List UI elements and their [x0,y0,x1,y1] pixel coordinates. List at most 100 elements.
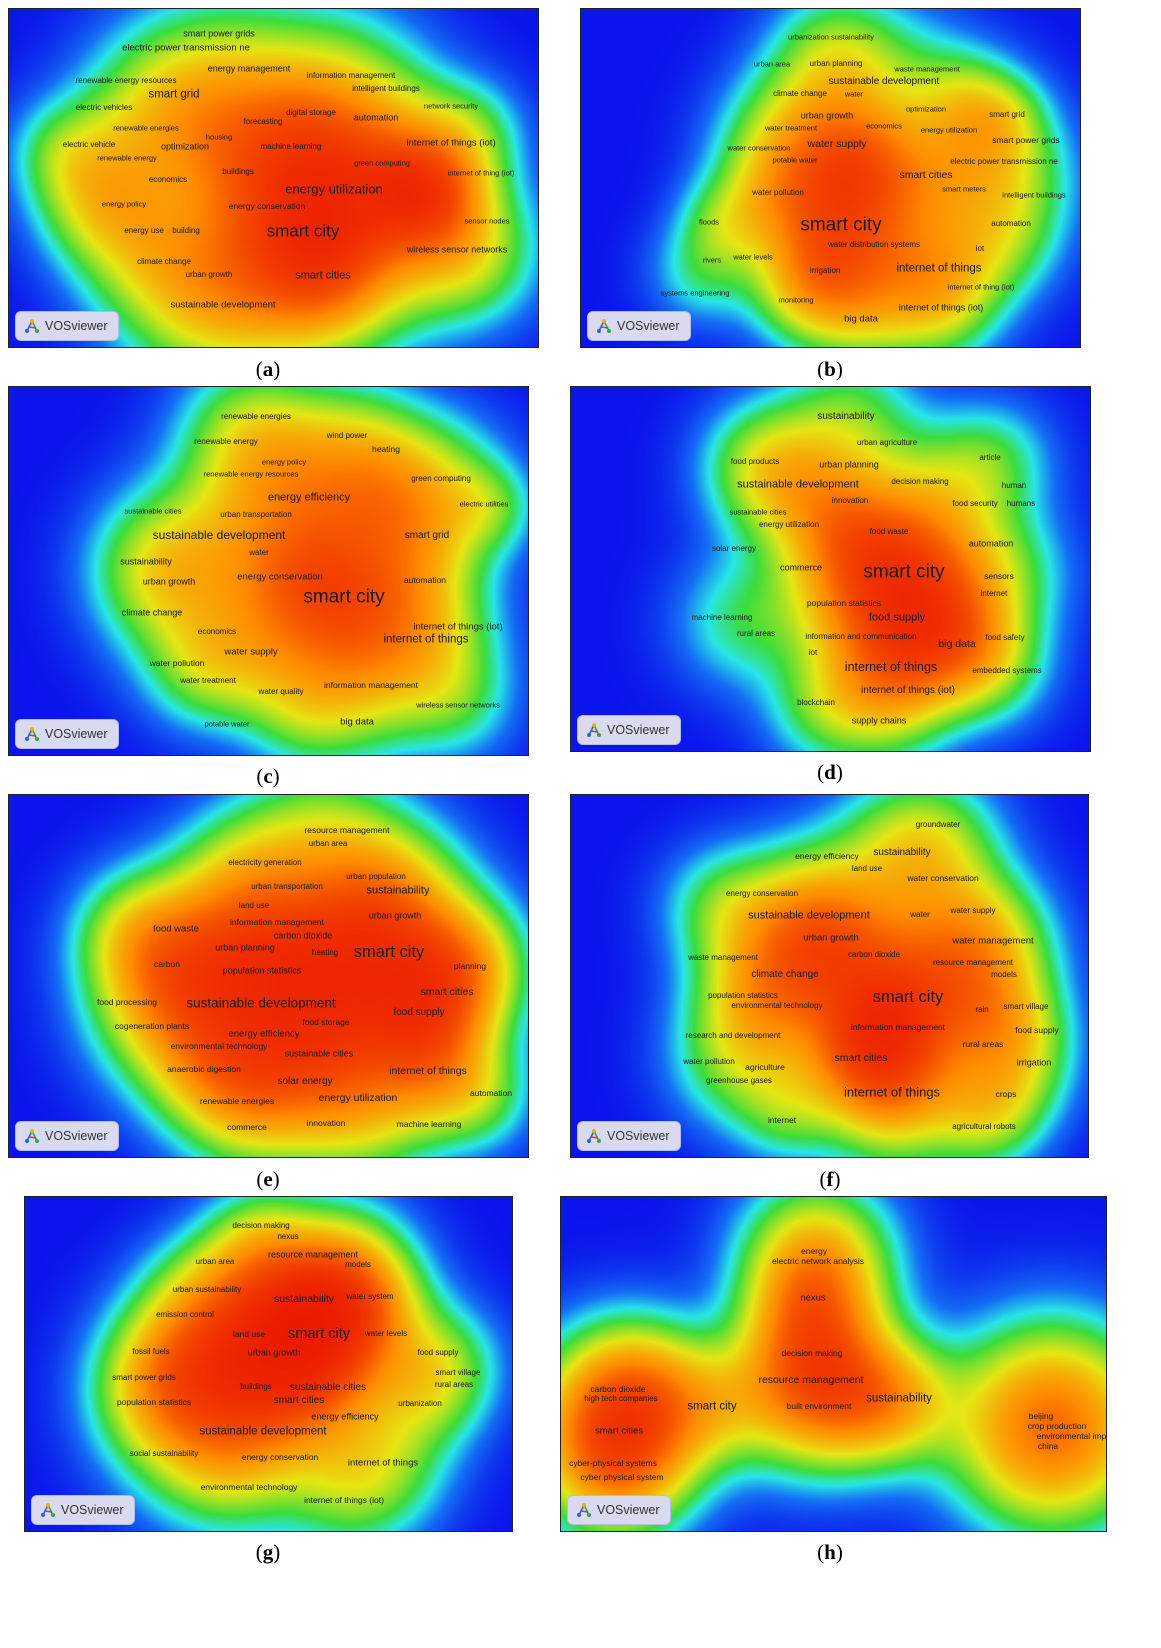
keyword-label: energy policy [101,199,147,209]
keyword-label: smart city [287,1325,351,1342]
keyword-label: automation [469,1087,513,1098]
keyword-label: food waste [869,527,909,536]
keyword-label: carbon dioxide [590,1383,646,1394]
keyword-label: population statistics [708,991,778,1000]
keyword-label: information management [306,71,396,80]
keyword-label: big data [938,637,976,650]
keyword-label: water supply [807,137,867,150]
keyword-label: smart city [872,987,944,1006]
keyword-label: smart power grids [992,134,1060,145]
vosviewer-logo-icon [25,727,39,741]
keyword-label: internet of thing (iot) [447,168,515,178]
keyword-label: sustainability [866,1392,932,1405]
keyword-label: sensor nodes [464,216,510,226]
keyword-label: crop production [1027,1420,1087,1431]
keyword-label: sustainability [120,556,172,567]
vosviewer-label: VOSviewer [61,1503,124,1517]
keyword-label: cyber physical system [580,1471,664,1482]
vosviewer-logo-icon [25,1129,39,1143]
keyword-label: models [345,1260,371,1269]
keyword-label: renewable energies [113,123,179,133]
keyword-label: water [910,910,930,919]
keyword-label: urban growth [247,1347,301,1358]
keyword-label: smart cities [273,1395,325,1406]
keyword-label: urban sustainability [172,1285,242,1294]
keyword-label: buildings [240,1382,272,1391]
keyword-label: fossil fuels [132,1347,170,1356]
keyword-label: energy conservation [228,200,306,211]
keyword-label: internet of things [896,262,982,275]
keyword-label: urban area [753,59,791,69]
keyword-label: optimization [905,104,947,114]
panel-f: groundwater energy efficiency sustainabili… [570,794,1089,1158]
keyword-label: anaerobic digestion [167,1063,241,1074]
keyword-label: research and development [685,1031,781,1040]
keyword-label: food supply [868,611,926,624]
panel-h: energy electric network analysis nexus deci… [560,1196,1107,1532]
keyword-label: sustainability [366,884,430,897]
vosviewer-badge: VOSviewer [587,311,691,341]
keyword-label: urban transportation [220,510,292,519]
vosviewer-logo-icon [41,1503,55,1517]
keyword-label: food security [952,499,998,508]
keyword-label: decision making [891,477,949,486]
vosviewer-label: VOSviewer [45,319,108,333]
keyword-label: land use [238,901,270,910]
keyword-label: smart city [353,942,425,961]
keyword-label: food supply [417,1348,459,1357]
vosviewer-logo-icon [577,1503,591,1517]
keyword-label: energy conservation [237,571,323,583]
keyword-label: machine learning [260,142,322,151]
keyword-label: food safety [985,633,1025,642]
keyword-label: innovation [831,496,869,505]
keyword-label: intelligent buildings [1002,190,1066,200]
keyword-label: water quality [258,687,304,696]
caption-b: (b) [817,357,843,381]
keyword-label: beijing [1028,1410,1054,1421]
keyword-label: resource management [758,1373,864,1386]
keyword-label: greenhouse gases [706,1076,772,1085]
keyword-label: smart city [303,586,385,608]
keyword-label: urban growth [142,576,196,587]
keyword-label: digital storage [286,108,336,117]
keyword-label: innovation [306,1117,346,1128]
keyword-label: electric vehicle [62,140,116,149]
keyword-label: food processing [96,996,158,1007]
keyword-label: smart village [1003,1002,1049,1011]
keyword-label: urban planning [809,59,863,68]
keyword-label: social sustainability [129,1449,199,1458]
keyword-label: big data [844,313,878,325]
keyword-label: groundwater [915,820,961,829]
keyword-label: population statistics [116,1396,192,1407]
keyword-label: smart cities [420,985,474,998]
panel-b: urbanization sustainability urban area urb… [580,8,1081,348]
keyword-label: humans [1006,499,1036,508]
keyword-label: built environment [786,1400,852,1411]
density-map [9,795,528,1157]
keyword-label: internet [980,589,1008,598]
keyword-label: irrigation [809,266,841,275]
vosviewer-badge: VOSviewer [15,311,119,341]
keyword-label: food supply [1015,1024,1059,1035]
density-map [9,387,528,755]
keyword-label: renewable energy [97,153,157,163]
keyword-label: urbanization [398,1399,442,1408]
keyword-label: internet of things [347,1457,419,1469]
keyword-label: urban transportation [251,882,323,891]
keyword-label: network security [423,101,479,111]
keyword-label: big data [340,716,374,728]
keyword-label: information and communication [805,632,917,641]
density-map [9,9,538,347]
keyword-label: internet of thing (iot) [947,282,1015,292]
keyword-label: smart cities [899,168,953,181]
keyword-label: smart cities [295,269,351,282]
panel-g: decision making nexus urban area resource m… [24,1196,513,1532]
keyword-label: smart city [266,221,340,241]
keyword-label: waste management [688,953,758,962]
vosviewer-logo-icon [25,319,39,333]
keyword-label: rain [975,1005,989,1014]
keyword-label: cyber-physical systems [569,1457,657,1468]
keyword-label: wireless sensor networks [406,244,508,255]
keyword-label: economics [866,121,902,131]
keyword-label: food storage [302,1016,350,1027]
